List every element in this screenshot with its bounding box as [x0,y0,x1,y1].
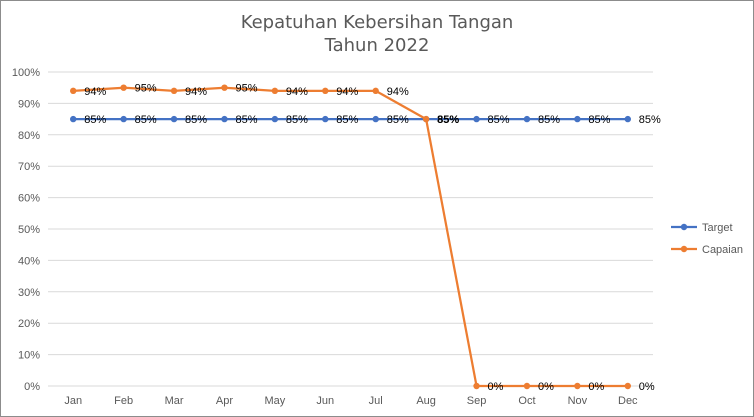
data-point-target [170,115,178,123]
y-tick-label: 40% [18,255,40,267]
data-label-target: 85% [84,114,106,126]
x-tick-label: Jan [64,395,82,407]
data-point-target [523,115,531,123]
data-point-capaian [473,382,480,390]
x-tick-label: Sep [467,395,487,407]
data-point-capaian [120,84,127,91]
data-label-target: 85% [588,114,610,126]
data-label-target: 85% [387,114,409,126]
data-label-capaian: 0% [639,381,655,393]
data-label-target: 85% [135,114,157,126]
legend-marker-target [680,223,688,231]
data-point-capaian [322,87,329,95]
x-tick-label: May [264,395,285,407]
data-point-target [574,115,581,123]
data-label-capaian: 95% [235,83,257,95]
data-label-capaian: 95% [135,83,157,95]
data-label-capaian: 94% [336,86,358,98]
data-label-target: 85% [185,114,207,126]
legend-marker-capaian [680,245,688,253]
y-tick-label: 30% [18,287,40,299]
data-point-target [624,115,631,123]
data-point-capaian [523,382,531,390]
x-tick-label: Mar [165,395,184,407]
data-label-capaian: 0% [488,381,504,393]
data-label-capaian: 94% [387,86,409,98]
data-label-capaian: 0% [538,381,554,393]
x-tick-label: Dec [618,395,638,407]
data-point-target [322,115,329,123]
data-label-target: 85% [437,114,459,126]
data-point-target [221,115,228,123]
data-label-target: 85% [235,114,257,126]
data-label-capaian: 94% [84,86,106,98]
y-tick-label: 60% [18,193,40,205]
data-label-capaian: 85% [437,114,459,126]
data-label-target: 85% [488,114,510,126]
data-point-target [70,115,77,123]
data-point-target [120,115,127,123]
data-point-capaian [70,87,77,95]
data-label-capaian: 0% [588,381,604,393]
legend-label-capaian: Capaian [702,244,743,256]
x-tick-label: Jun [316,395,334,407]
chart-title-line2: Tahun 2022 [324,35,430,56]
y-tick-label: 70% [18,161,40,173]
data-point-capaian [221,84,228,91]
data-point-target [473,115,480,123]
data-label-target: 85% [336,114,358,126]
y-tick-label: 90% [18,98,40,110]
data-point-capaian [422,115,430,123]
legend-label-target: Target [702,222,733,234]
data-label-target: 85% [639,114,661,126]
y-tick-label: 100% [12,67,40,79]
x-tick-label: Oct [518,395,535,407]
x-tick-label: Aug [416,395,436,407]
chart-title-line1: Kepatuhan Kebersihan Tangan [240,12,514,33]
data-point-capaian [372,87,379,95]
data-label-target: 85% [286,114,308,126]
series-line-capaian [73,86,628,388]
data-point-target [271,115,279,123]
y-tick-label: 0% [24,381,40,393]
x-tick-label: Feb [114,395,133,407]
y-tick-label: 80% [18,130,40,142]
x-tick-label: Nov [568,395,588,407]
data-label-capaian: 94% [286,86,308,98]
data-point-capaian [574,382,581,390]
data-point-capaian [271,87,279,95]
x-tick-label: Apr [216,395,233,407]
x-tick-label: Jul [369,395,383,407]
data-point-target [372,115,379,123]
data-label-target: 85% [538,114,560,126]
data-label-capaian: 94% [185,86,207,98]
data-point-capaian [170,87,178,95]
data-point-capaian [624,382,631,390]
y-tick-label: 20% [18,318,40,330]
y-tick-label: 50% [18,224,40,236]
y-tick-label: 10% [18,350,40,362]
